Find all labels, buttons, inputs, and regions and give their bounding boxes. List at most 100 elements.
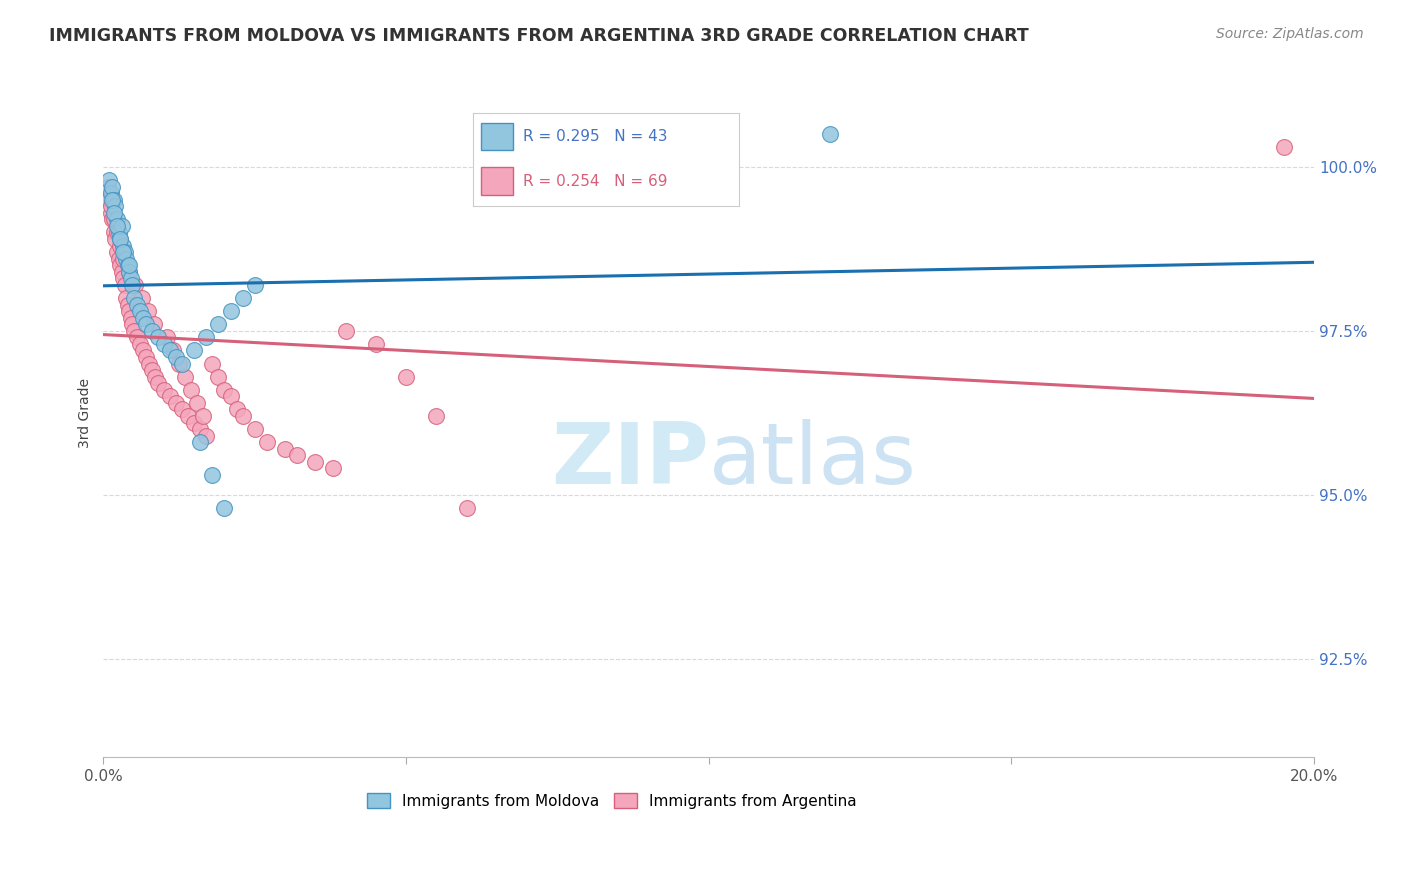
Point	[180, 383, 202, 397]
Text: atlas: atlas	[709, 419, 917, 502]
Point	[165, 396, 187, 410]
Point	[207, 317, 229, 331]
Point	[104, 199, 127, 213]
Point	[135, 317, 157, 331]
Point	[111, 271, 134, 285]
Point	[100, 206, 122, 220]
Point	[101, 212, 124, 227]
Point	[174, 369, 197, 384]
Point	[243, 277, 266, 292]
Point	[132, 310, 155, 325]
Point	[98, 173, 121, 187]
Point	[108, 238, 131, 252]
Point	[256, 435, 278, 450]
Point	[124, 277, 146, 292]
Point	[159, 389, 181, 403]
Point	[103, 193, 125, 207]
Point	[167, 357, 190, 371]
Point	[322, 461, 344, 475]
Point	[1272, 140, 1295, 154]
Point	[232, 409, 254, 423]
Point	[335, 324, 357, 338]
Point	[105, 245, 128, 260]
Point	[105, 219, 128, 233]
Text: ZIP: ZIP	[551, 419, 709, 502]
Point	[285, 448, 308, 462]
Point	[188, 422, 211, 436]
Point	[243, 422, 266, 436]
Point	[118, 304, 141, 318]
Point	[110, 265, 132, 279]
Point	[104, 232, 127, 246]
Point	[138, 357, 160, 371]
Point	[120, 310, 142, 325]
Point	[98, 193, 121, 207]
Point	[132, 343, 155, 358]
Point	[195, 330, 218, 344]
Point	[108, 232, 131, 246]
Point	[103, 206, 125, 220]
Point	[136, 304, 159, 318]
Point	[364, 337, 387, 351]
Point	[118, 265, 141, 279]
Point	[214, 500, 236, 515]
Point	[117, 297, 139, 311]
Point	[107, 226, 129, 240]
Point	[122, 291, 145, 305]
Point	[183, 416, 205, 430]
Text: Source: ZipAtlas.com: Source: ZipAtlas.com	[1216, 27, 1364, 41]
Point	[141, 324, 163, 338]
Point	[162, 343, 184, 358]
Point	[170, 357, 193, 371]
Point	[117, 258, 139, 272]
Point	[122, 324, 145, 338]
Point	[188, 435, 211, 450]
Point	[107, 252, 129, 266]
Point	[131, 291, 153, 305]
Point	[125, 297, 148, 311]
Point	[219, 304, 242, 318]
Point	[159, 343, 181, 358]
Point	[105, 212, 128, 227]
Point	[115, 252, 138, 266]
Point	[110, 219, 132, 233]
Point	[121, 317, 143, 331]
Point	[103, 226, 125, 240]
Point	[110, 232, 132, 246]
Point	[111, 238, 134, 252]
Text: IMMIGRANTS FROM MOLDOVA VS IMMIGRANTS FROM ARGENTINA 3RD GRADE CORRELATION CHART: IMMIGRANTS FROM MOLDOVA VS IMMIGRANTS FR…	[49, 27, 1029, 45]
Point	[115, 291, 138, 305]
Point	[207, 369, 229, 384]
Point	[153, 337, 176, 351]
Point	[146, 376, 169, 391]
Point	[120, 271, 142, 285]
Point	[186, 396, 208, 410]
Point	[425, 409, 447, 423]
Point	[112, 252, 135, 266]
Point	[201, 357, 224, 371]
Point	[101, 193, 124, 207]
Point	[135, 350, 157, 364]
Point	[128, 337, 150, 351]
Point	[112, 245, 135, 260]
Point	[143, 369, 166, 384]
Point	[142, 317, 165, 331]
Point	[146, 330, 169, 344]
Point	[128, 304, 150, 318]
Point	[101, 179, 124, 194]
Point	[195, 428, 218, 442]
Point	[110, 258, 132, 272]
Point	[100, 199, 122, 213]
Point	[103, 212, 125, 227]
Point	[274, 442, 297, 456]
Point	[818, 127, 841, 141]
Point	[170, 402, 193, 417]
Point	[141, 363, 163, 377]
Point	[456, 500, 478, 515]
Point	[214, 383, 236, 397]
Point	[100, 186, 122, 200]
Point	[304, 455, 326, 469]
Point	[118, 258, 141, 272]
Point	[105, 226, 128, 240]
Point	[395, 369, 418, 384]
